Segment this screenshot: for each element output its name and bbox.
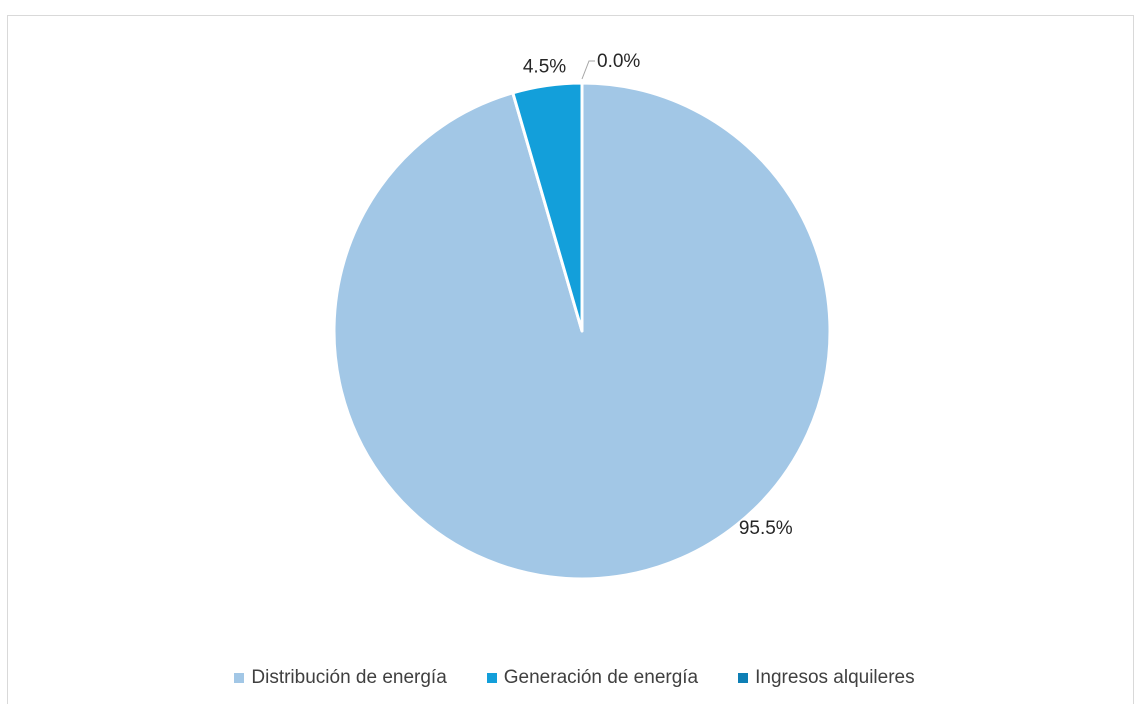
legend-label-generacion: Generación de energía <box>503 667 699 688</box>
legend-label-ingresos: Ingresos alquileres <box>755 667 915 688</box>
legend-item-ingresos: Ingresos alquileres <box>738 667 915 689</box>
data-label-distribucion: 95.5% <box>739 518 793 539</box>
legend-swatch-distribucion <box>234 673 245 683</box>
data-label-generacion: 4.5% <box>523 57 566 78</box>
leader-line-ingresos <box>581 60 595 80</box>
legend-item-generacion: Generación de energía <box>486 667 699 689</box>
pie-slices <box>332 81 832 581</box>
data-label-ingresos: 0.0% <box>597 51 640 72</box>
pie-data-labels: 95.5% 4.5% 0.0% <box>523 51 793 539</box>
chart-legend: Distribución de energía Generación de en… <box>0 664 1141 692</box>
legend-swatch-ingresos <box>738 673 749 683</box>
legend-item-distribucion: Distribución de energía <box>234 667 447 689</box>
legend-swatch-generacion <box>486 673 497 683</box>
legend-label-distribucion: Distribución de energía <box>251 667 447 688</box>
pie-slice-generacion <box>511 81 584 333</box>
